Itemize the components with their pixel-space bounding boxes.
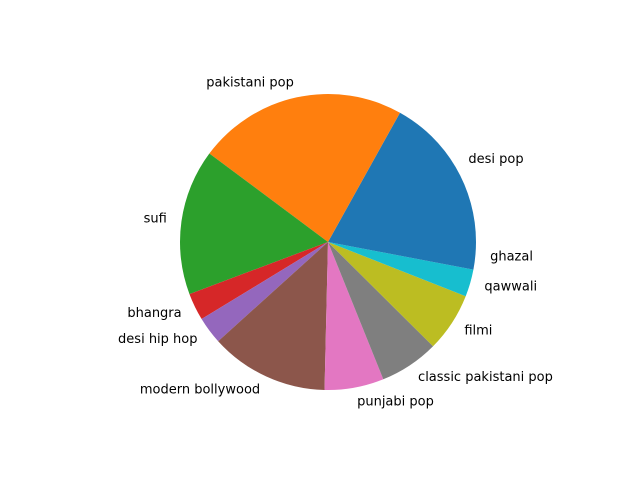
pie-label-desi-hip-hop: desi hip hop <box>118 332 197 347</box>
pie-slice-qawwali <box>328 242 474 297</box>
pie-slice-desi-pop <box>328 112 476 242</box>
pie-slice-classic-pakistani-pop <box>328 242 434 380</box>
pie-slices <box>179 94 476 391</box>
pie-slice-pakistani-pop <box>209 94 400 242</box>
pie-label-desi-pop: desi pop <box>468 152 523 167</box>
pie-label-pakistani-pop: pakistani pop <box>206 75 294 90</box>
pie-slice-modern-bollywood <box>218 242 328 390</box>
pie-label-bhangra: bhangra <box>127 306 181 321</box>
pie-slice-desi-hip-hop <box>201 242 328 342</box>
pie-slice-bhangra <box>189 242 328 319</box>
pie-label-sufi: sufi <box>144 212 167 227</box>
pie-label-modern-bollywood: modern bollywood <box>140 382 260 397</box>
pie-label-qawwali: qawwali <box>484 280 537 295</box>
pie-slice-punjabi-pop <box>324 242 384 391</box>
pie-label-punjabi-pop: punjabi pop <box>357 395 434 410</box>
pie-label-ghazal: ghazal <box>490 250 533 265</box>
pie-slice-filmi <box>328 242 466 347</box>
pie-slice-ghazal <box>328 242 476 270</box>
pie-label-classic-pakistani-pop: classic pakistani pop <box>418 370 553 385</box>
pie-slice-sufi <box>179 153 328 295</box>
pie-label-filmi: filmi <box>464 323 492 338</box>
pie-labels: desi pop pakistani pop sufi bhangra desi hip… <box>118 75 553 409</box>
